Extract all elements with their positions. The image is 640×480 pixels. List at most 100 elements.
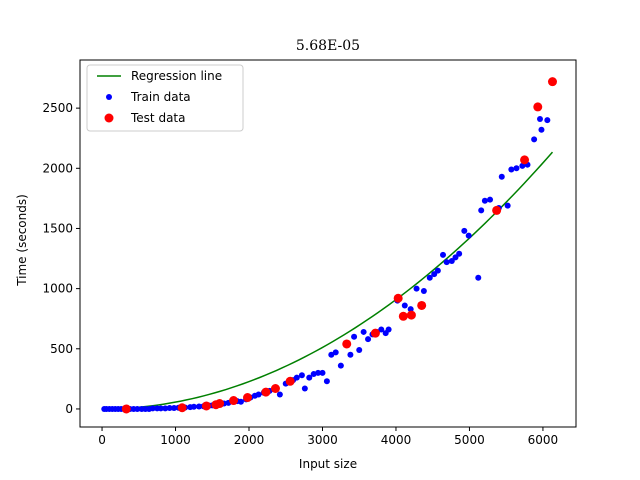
train-point-59 <box>360 328 367 335</box>
regression-line <box>102 151 554 410</box>
train-point-23 <box>190 403 197 410</box>
train-point-57 <box>351 333 358 340</box>
train-point-89 <box>513 165 520 172</box>
x-tick-label-0: 0 <box>98 433 106 447</box>
y-tick-label-1000: 1000 <box>42 282 73 296</box>
train-point-82 <box>478 207 485 214</box>
legend-box <box>86 64 244 132</box>
train-point-58 <box>356 346 363 353</box>
plot-area: 0 1000 2000 3000 4000 5000 6000 0 500 1000 1500 200… <box>42 59 577 447</box>
train-point-90 <box>519 162 526 169</box>
test-point-13 <box>398 311 408 321</box>
train-point-19 <box>171 404 178 411</box>
train-point-79 <box>461 227 468 234</box>
test-point-7 <box>261 387 271 397</box>
x-tick-label-5000: 5000 <box>454 433 485 447</box>
y-tick-label-0: 0 <box>65 402 73 416</box>
test-point-2 <box>201 401 211 411</box>
train-point-18 <box>166 404 173 411</box>
legend-dot-test <box>104 113 114 123</box>
train-point-10 <box>134 405 141 412</box>
x-tick-label-4000: 4000 <box>381 433 412 447</box>
test-point-0 <box>121 404 131 414</box>
legend-label-test: Test data <box>130 111 185 125</box>
y-axis-label: Time (seconds) <box>15 194 29 287</box>
test-point-4 <box>215 399 225 409</box>
test-point-5 <box>229 396 239 406</box>
train-point-16 <box>157 405 164 412</box>
train-point-67 <box>401 302 408 309</box>
axes-frame <box>79 59 577 428</box>
train-point-14 <box>149 405 156 412</box>
train-point-68 <box>407 306 414 313</box>
test-point-14 <box>406 310 416 320</box>
test-point-17 <box>520 155 530 165</box>
train-point-54 <box>337 362 344 369</box>
test-point-6 <box>243 393 253 403</box>
train-point-24 <box>196 403 203 410</box>
test-point-19 <box>547 77 557 87</box>
test-point-15 <box>417 300 427 310</box>
train-point-33 <box>237 398 244 405</box>
train-point-37 <box>255 391 262 398</box>
train-point-84 <box>487 196 494 203</box>
train-point-88 <box>508 166 515 173</box>
x-axis-label: Input size <box>299 457 357 471</box>
train-point-71 <box>426 274 433 281</box>
train-point-81 <box>475 274 482 281</box>
train-point-93 <box>538 126 545 133</box>
test-point-18 <box>533 102 543 112</box>
test-point-8 <box>270 384 280 393</box>
train-point-75 <box>443 259 450 266</box>
x-tick-label-6000: 6000 <box>528 433 559 447</box>
legend: Regression line Train data Test data <box>86 64 244 132</box>
test-point-12 <box>393 293 403 303</box>
train-point-47 <box>306 374 313 381</box>
legend-label-train: Train data <box>130 90 191 104</box>
train-point-44 <box>293 374 300 381</box>
train-point-49 <box>315 369 322 376</box>
test-point-10 <box>342 339 352 349</box>
train-point-73 <box>434 267 441 274</box>
y-tick-label-2500: 2500 <box>42 101 73 115</box>
train-point-83 <box>481 197 488 204</box>
train-point-60 <box>365 336 372 343</box>
train-point-50 <box>319 369 326 376</box>
x-tick-label-3000: 3000 <box>307 433 338 447</box>
train-point-87 <box>504 202 511 209</box>
chart-title: 5.68E-05 <box>296 38 360 54</box>
train-point-41 <box>276 391 283 398</box>
y-tick-label-1500: 1500 <box>42 221 73 235</box>
x-tick-label-1000: 1000 <box>160 433 191 447</box>
train-point-46 <box>301 385 308 392</box>
train-point-52 <box>328 351 335 358</box>
y-tick-label-500: 500 <box>50 342 73 356</box>
train-point-95 <box>536 115 543 122</box>
test-point-9 <box>285 376 295 386</box>
x-tick-label-2000: 2000 <box>234 433 265 447</box>
train-point-45 <box>298 372 305 379</box>
train-point-80 <box>465 232 472 239</box>
train-point-74 <box>440 251 446 258</box>
train-point-53 <box>332 349 339 356</box>
legend-dot-train <box>106 94 112 100</box>
test-point-1 <box>177 403 187 413</box>
train-point-63 <box>378 326 385 333</box>
train-point-51 <box>323 378 330 385</box>
train-point-94 <box>544 117 551 124</box>
test-point-11 <box>370 328 380 338</box>
train-point-17 <box>162 405 169 412</box>
train-point-69 <box>413 285 420 292</box>
train-point-76 <box>448 257 455 264</box>
y-tick-label-2000: 2000 <box>42 161 73 175</box>
legend-label-regression: Regression line <box>131 69 222 83</box>
train-point-70 <box>420 288 427 295</box>
train-point-77 <box>452 254 459 261</box>
train-point-65 <box>385 326 392 333</box>
train-point-72 <box>431 271 438 278</box>
train-point-56 <box>347 351 354 358</box>
test-point-16 <box>492 205 502 215</box>
train-point-78 <box>456 250 463 257</box>
train-point-86 <box>498 173 505 180</box>
